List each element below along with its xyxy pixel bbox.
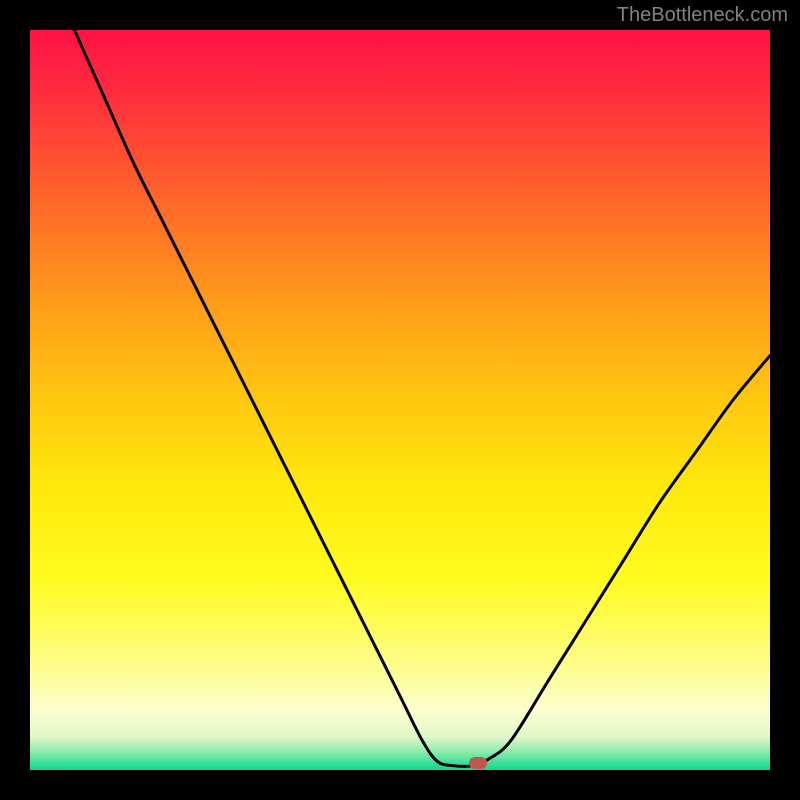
bottleneck-curve (30, 30, 770, 770)
chart-frame (30, 30, 770, 770)
watermark-text: TheBottleneck.com (617, 4, 788, 27)
optimum-marker (469, 757, 487, 769)
plot-area (30, 30, 770, 770)
